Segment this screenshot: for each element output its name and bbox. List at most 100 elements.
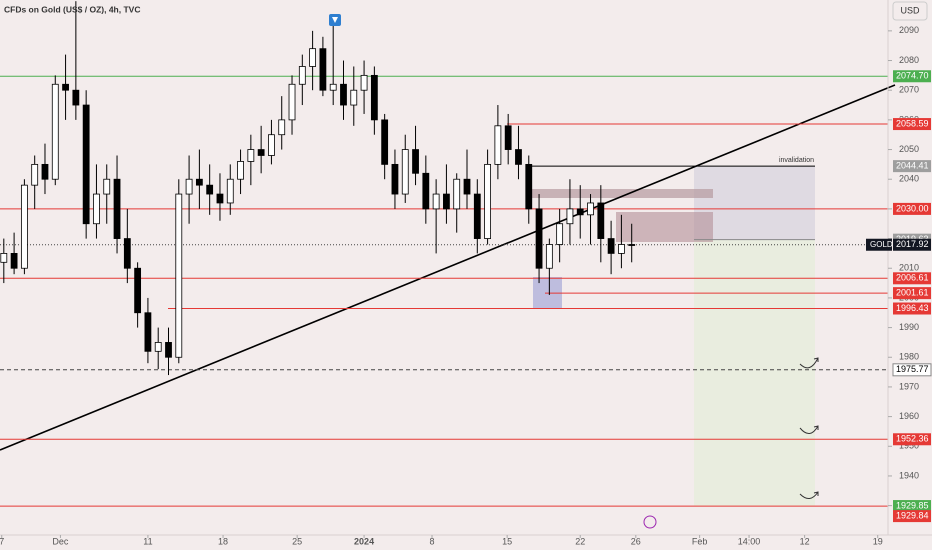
- candle-body: [412, 149, 419, 174]
- candle-body: [278, 119, 286, 136]
- candle-body: [62, 83, 69, 91]
- x-tick-label: 2024: [354, 536, 374, 546]
- candle-body: [340, 83, 347, 106]
- price-label: 2006.61: [896, 273, 929, 283]
- candle-body: [113, 178, 121, 239]
- x-tick-label: 25: [292, 536, 302, 546]
- y-tick-label: 1970: [899, 381, 919, 391]
- y-tick-label: 1980: [899, 352, 919, 362]
- event-icon[interactable]: [643, 515, 657, 529]
- chart-title: CFDs on Gold (US$ / OZ), 4h, TVC: [4, 4, 140, 14]
- price-label: 1929.84: [896, 510, 929, 520]
- candle-body: [247, 149, 255, 162]
- candle-body: [453, 178, 461, 210]
- candle-body: [51, 83, 59, 180]
- symbol-label-bg: [866, 238, 892, 251]
- price-label: 2030.00: [896, 203, 929, 213]
- candle-body: [154, 342, 162, 352]
- candle-body: [401, 149, 409, 195]
- trendline: [0, 84, 896, 451]
- x-tick-label: Feb: [692, 536, 708, 546]
- candle-body: [515, 149, 522, 165]
- arrow: [799, 491, 819, 499]
- candle-body: [597, 202, 605, 239]
- candle-body: [134, 267, 142, 314]
- reward-box: [694, 240, 815, 506]
- candle-body: [391, 163, 399, 195]
- x-tick-label: 19: [873, 536, 883, 546]
- annotation: invalidation: [779, 157, 814, 164]
- currency[interactable]: USD: [900, 5, 920, 15]
- candle-body: [41, 163, 49, 180]
- y-tick-label: 2080: [899, 55, 919, 65]
- candle-body: [20, 184, 28, 269]
- candle-body: [484, 163, 491, 239]
- candle-body: [72, 89, 80, 106]
- price-label: 1975.77: [896, 364, 929, 374]
- candle-body: [82, 104, 90, 225]
- price-label: 2074.70: [896, 71, 929, 81]
- arrow: [799, 425, 819, 434]
- candle-body: [370, 74, 378, 121]
- y-tick-label: 1940: [899, 470, 919, 480]
- price-label-bg: [893, 118, 931, 131]
- candle-body: [525, 163, 533, 210]
- currency-button[interactable]: [892, 1, 928, 21]
- price-label-bg: [893, 70, 931, 83]
- candle-body: [504, 125, 512, 150]
- price-label: 2001.61: [896, 288, 929, 298]
- y-tick-label: 1990: [899, 322, 919, 332]
- candle-body: [628, 244, 636, 246]
- candle-body: [268, 134, 275, 156]
- y-tick-label: 2070: [899, 85, 919, 95]
- x-tick-label: Dec: [52, 536, 69, 546]
- symbol-label: GOLD: [870, 240, 893, 249]
- candle-body: [298, 66, 306, 85]
- candle-body: [216, 193, 224, 204]
- zone: [530, 189, 713, 198]
- candle-body: [123, 238, 131, 269]
- x-tick-label: 22: [575, 536, 585, 546]
- price-label-bg: [893, 500, 931, 513]
- candle-body: [175, 193, 183, 358]
- arrow: [799, 357, 819, 369]
- candle-body: [103, 178, 111, 195]
- candle-body: [226, 178, 234, 204]
- candle-body: [10, 253, 18, 269]
- candle-body: [566, 208, 574, 225]
- risk-box: [694, 166, 815, 240]
- price-label-bg: [893, 272, 931, 285]
- x-tick-label: 18: [218, 536, 228, 546]
- price-label-bg: [893, 510, 931, 523]
- candle-body: [576, 208, 584, 216]
- candle-body: [422, 172, 430, 210]
- candle-body: [288, 83, 296, 121]
- candle-body: [31, 163, 39, 186]
- y-tick-label: 2010: [899, 263, 919, 273]
- candle-body: [206, 184, 214, 195]
- candle-body: [93, 193, 100, 225]
- candle-body: [545, 244, 553, 269]
- candle-body: [350, 89, 358, 106]
- candle-body: [319, 48, 327, 91]
- x-tick-label: 11: [143, 536, 152, 546]
- candle-body: [360, 74, 368, 91]
- x-tick-label: 26: [631, 536, 641, 546]
- x-tick-label: 14:00: [738, 536, 761, 546]
- candle-body: [443, 193, 450, 210]
- y-tick-label: 2090: [899, 25, 919, 35]
- candle-body: [494, 125, 502, 165]
- candle-body: [381, 119, 389, 165]
- y-tick-label: 2040: [899, 174, 919, 184]
- x-tick-label: 8: [430, 536, 435, 546]
- candle-body: [329, 83, 337, 91]
- price-label-bg: [893, 160, 931, 173]
- candle-body: [463, 178, 471, 195]
- price-label: 2044.41: [896, 161, 929, 171]
- x-tick-label: 7: [0, 536, 4, 546]
- price-label: 1996.43: [896, 303, 929, 313]
- candle-body: [0, 253, 8, 263]
- price-label-bg: [893, 238, 931, 251]
